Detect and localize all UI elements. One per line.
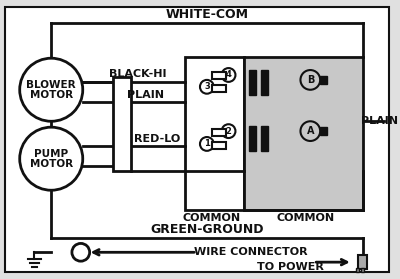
Bar <box>358 255 368 269</box>
Text: PLAIN: PLAIN <box>361 116 398 126</box>
Text: BLOWER: BLOWER <box>26 80 76 90</box>
Bar <box>261 126 268 151</box>
Circle shape <box>300 70 320 90</box>
Text: COMMON: COMMON <box>276 213 334 223</box>
Circle shape <box>20 58 83 121</box>
Bar <box>356 268 358 272</box>
Text: WHITE-COM: WHITE-COM <box>165 8 248 21</box>
Bar <box>320 127 327 135</box>
Text: 1: 1 <box>204 140 210 148</box>
Text: 2: 2 <box>226 127 232 136</box>
Text: GREEN-GROUND: GREEN-GROUND <box>150 223 264 236</box>
Circle shape <box>200 137 214 151</box>
Bar <box>261 70 268 95</box>
Bar <box>360 268 364 272</box>
Circle shape <box>222 68 236 82</box>
Circle shape <box>300 121 320 141</box>
Bar <box>113 77 131 170</box>
Text: MOTOR: MOTOR <box>30 90 73 100</box>
Text: COMMON: COMMON <box>183 213 241 223</box>
Circle shape <box>200 80 214 94</box>
Circle shape <box>222 124 236 138</box>
Text: BLACK-HI: BLACK-HI <box>109 69 167 79</box>
Circle shape <box>20 127 83 190</box>
Text: PLAIN: PLAIN <box>127 90 164 100</box>
Bar <box>249 126 256 151</box>
Bar <box>320 76 327 84</box>
Text: RED-LO: RED-LO <box>134 134 181 144</box>
Bar <box>212 142 226 149</box>
Text: 4: 4 <box>226 71 232 80</box>
Text: TO POWER: TO POWER <box>257 262 324 272</box>
Text: WIRE CONNECTOR: WIRE CONNECTOR <box>194 247 308 257</box>
Bar <box>185 57 244 210</box>
Bar <box>244 57 362 210</box>
Text: PUMP: PUMP <box>34 149 68 159</box>
Text: 3: 3 <box>204 82 210 91</box>
Text: B: B <box>307 75 314 85</box>
Bar <box>212 129 226 136</box>
Text: MOTOR: MOTOR <box>30 159 73 169</box>
Bar <box>212 72 226 79</box>
Text: A: A <box>306 126 314 136</box>
Bar <box>249 70 256 95</box>
Bar <box>212 85 226 92</box>
Circle shape <box>72 244 90 261</box>
